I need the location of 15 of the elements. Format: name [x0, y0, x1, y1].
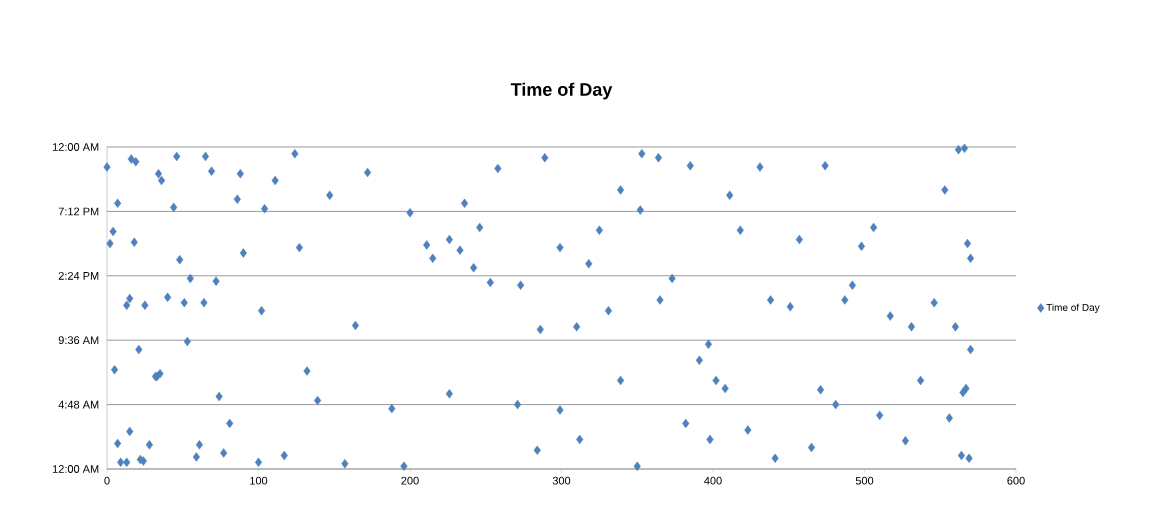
x-tick-label: 600: [1007, 476, 1025, 485]
x-tick-label: 100: [250, 476, 268, 485]
x-tick-label: 400: [704, 476, 722, 485]
y-tick-label: 2:24 PM: [58, 271, 99, 280]
x-tick-label: 0: [104, 476, 110, 485]
y-tick-label: 12:00 AM: [52, 143, 99, 151]
x-tick-label: 200: [401, 476, 419, 485]
x-tick-label: 500: [855, 476, 874, 485]
y-tick-label: 9:36 AM: [58, 336, 99, 345]
legend-label: Time of Day: [1046, 303, 1100, 313]
y-tick-label: 12:00 AM: [52, 465, 99, 473]
x-tick-label: 300: [552, 476, 571, 485]
chart-title: Time of Day: [510, 82, 613, 100]
y-tick-label: 4:48 AM: [58, 400, 99, 409]
y-tick-label: 7:12 PM: [58, 207, 99, 216]
